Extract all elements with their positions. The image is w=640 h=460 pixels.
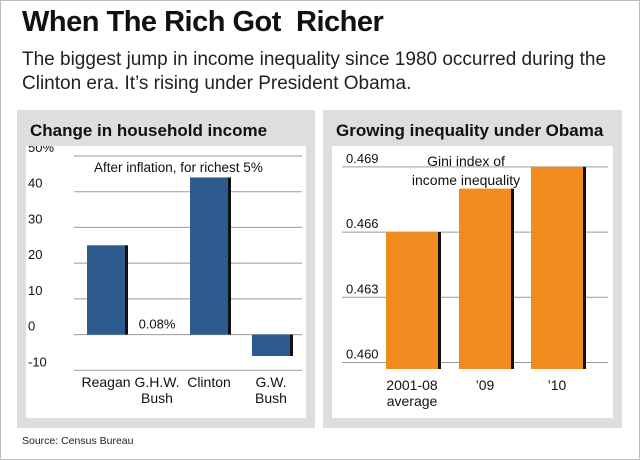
y-tick-label: 0.463: [346, 281, 379, 296]
x-tick-label: G.W.: [255, 374, 286, 390]
chart-annotation: income inequality: [412, 172, 520, 188]
data-label: 0.08%: [139, 317, 176, 332]
x-tick-label: G.H.W.: [134, 374, 179, 390]
x-tick-label: Bush: [141, 390, 173, 406]
right-panel-plot-area: 0.469 0.466 0.463 0.460 2001-08 average ’09 ’10…: [332, 146, 613, 418]
x-tick-label: Clinton: [187, 374, 231, 390]
bar: [190, 177, 228, 335]
right-chart-title: Growing inequality under Obama: [336, 121, 604, 140]
bar: [531, 166, 583, 369]
x-tick-label: average: [387, 393, 438, 409]
x-tick-label: Reagan: [81, 374, 130, 390]
figure-title: When The Rich Got Richer: [22, 6, 384, 38]
bar: [87, 245, 125, 335]
figure-subtitle: The biggest jump in income inequality si…: [22, 49, 607, 94]
chart-annotation: Gini index of: [427, 153, 505, 169]
right-panel: 0.469 0.466 0.463 0.460 2001-08 average ’09 ’10…: [323, 110, 622, 428]
chart-annotation: After inflation, for richest 5%: [94, 160, 263, 175]
left-panel-plot-area: 50% 40 30 20 10 0 -10 Reagan 0.08% G.H.W. Bush Clin…: [26, 140, 306, 418]
bar: [459, 188, 511, 369]
bar-shadow: [511, 188, 514, 369]
left-panel: 50% 40 30 20 10 0 -10 Reagan 0.08% G.H.W. Bush Clin…: [17, 110, 315, 428]
y-tick-label: 0.466: [346, 216, 379, 231]
y-tick-label: 0.469: [346, 151, 379, 166]
y-tick-label: 20: [28, 247, 42, 262]
x-tick-label: Bush: [255, 390, 287, 406]
x-tick-label: ’10: [548, 377, 567, 393]
x-tick-label: 2001-08: [386, 377, 438, 393]
y-tick-label: -10: [28, 354, 47, 369]
income-change-chart: 50%403020100-10Reagan0.08%G.H.W.BushClin…: [28, 140, 302, 406]
bar-shadow: [583, 166, 586, 369]
bar-shadow: [438, 232, 441, 369]
y-tick-label: 0: [28, 319, 35, 334]
y-tick-label: 30: [28, 211, 42, 226]
y-tick-label: 50%: [28, 146, 54, 155]
y-tick-label: 0.460: [346, 346, 379, 361]
x-tick-label: ’09: [476, 377, 495, 393]
bar-shadow: [290, 334, 293, 356]
bar-shadow: [228, 177, 231, 335]
bar: [386, 232, 438, 369]
source-note: Source: Census Bureau: [22, 435, 134, 447]
y-tick-label: 40: [28, 176, 42, 191]
left-chart-title: Change in household income: [30, 121, 268, 140]
bar-shadow: [125, 245, 128, 335]
bar: [252, 334, 290, 356]
y-tick-label: 10: [28, 283, 42, 298]
